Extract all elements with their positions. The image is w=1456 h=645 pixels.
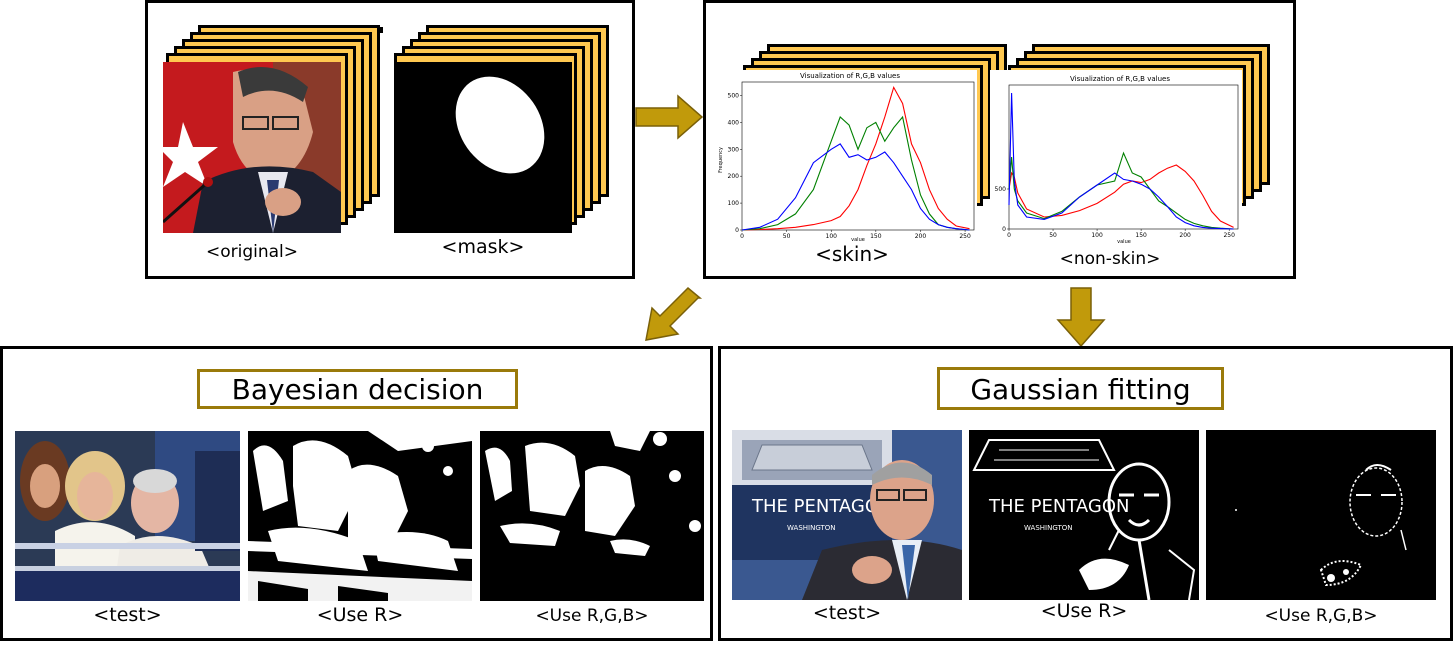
arrow-down-icon: [1056, 287, 1106, 348]
gauss-test-sign-line2: WASHINGTON: [787, 524, 836, 532]
skin-ytick-label: 400: [728, 119, 740, 126]
skin-ytick-label: 500: [728, 92, 740, 99]
nonskin-xtick-label: 200: [1179, 232, 1191, 239]
gauss-r-sign-line2: WASHINGTON: [1024, 524, 1073, 532]
skin-series-blue: [741, 143, 970, 231]
nonskin-ytick-label: 500: [995, 186, 1007, 193]
nonskin-caption: <non-skin>: [1059, 249, 1161, 269]
skin-plot-frame: [741, 81, 975, 231]
skin-ytick-label: 0: [735, 227, 739, 234]
bayes-use-r-mask: [248, 431, 472, 601]
skin-ytick-label: 200: [728, 173, 740, 180]
arrow-down-left-icon: [645, 286, 703, 341]
original-face-photo: [163, 62, 341, 233]
bayes-test-photo: [15, 431, 240, 601]
nonskin-series-green: [1008, 151, 1234, 230]
skin-histogram-chart: Visualization of R,G,B values Frequency …: [712, 70, 977, 248]
gauss-test-caption: <test>: [812, 602, 882, 624]
arrow-right-icon: [635, 94, 704, 140]
nonskin-chart-title: Visualization of R,G,B values: [1070, 75, 1170, 83]
bayes-use-r-caption: <Use R>: [316, 604, 404, 626]
skin-xtick-label: 100: [826, 233, 838, 240]
skin-series-red: [741, 85, 970, 231]
skin-xtick-label: 250: [959, 233, 971, 240]
skin-xtick-label: 50: [783, 233, 791, 240]
gauss-use-rgb-mask: [1206, 430, 1436, 600]
nonskin-xtick-label: 250: [1223, 232, 1235, 239]
bayes-test-caption: <test>: [93, 604, 162, 626]
nonskin-xtick-label: 150: [1135, 232, 1147, 239]
nonskin-xtick-label: 0: [1007, 232, 1011, 239]
nonskin-xtick-label: 50: [1049, 232, 1057, 239]
original-caption: <original>: [205, 242, 299, 262]
nonskin-xtick-label: 100: [1091, 232, 1103, 239]
mask-caption: <mask>: [441, 236, 525, 258]
gauss-test-photo: THE PENTAGON WASHINGTON: [732, 430, 962, 600]
nonskin-chart-xlabel: value: [1117, 239, 1131, 245]
skin-xtick-label: 200: [915, 233, 927, 240]
skin-chart-ylabel: Frequency: [718, 147, 724, 173]
skin-xtick-label: 0: [740, 233, 744, 240]
gauss-use-r-mask: THE PENTAGON WASHINGTON: [969, 430, 1199, 600]
nonskin-histogram-chart: Visualization of R,G,B values value 0 50 1…: [990, 70, 1242, 248]
bayes-use-rgb-mask: [480, 431, 704, 601]
gauss-r-sign-line1: THE PENTAGON: [988, 496, 1130, 517]
mask-image: [394, 62, 572, 233]
skin-caption: <skin>: [815, 242, 889, 266]
gauss-test-sign-line1: THE PENTAGON: [751, 496, 893, 517]
nonskin-plot-frame: [1008, 84, 1239, 230]
bayesian-title: Bayesian decision: [197, 369, 518, 409]
skin-chart-title: Visualization of R,G,B values: [800, 72, 900, 80]
skin-series-green: [741, 115, 970, 231]
skin-chart-xlabel: value: [851, 237, 865, 243]
skin-ytick-label: 100: [728, 200, 740, 207]
skin-xtick-label: 150: [870, 233, 882, 240]
nonskin-ytick-label: 0: [1002, 226, 1006, 233]
bayes-use-rgb-caption: <Use R,G,B>: [535, 606, 649, 626]
nonskin-series-blue: [1008, 92, 1234, 230]
skin-ytick-label: 300: [728, 146, 740, 153]
gauss-use-r-caption: <Use R>: [1040, 600, 1128, 622]
gaussian-title: Gaussian fitting: [937, 367, 1224, 410]
gauss-use-rgb-caption: <Use R,G,B>: [1264, 606, 1378, 626]
